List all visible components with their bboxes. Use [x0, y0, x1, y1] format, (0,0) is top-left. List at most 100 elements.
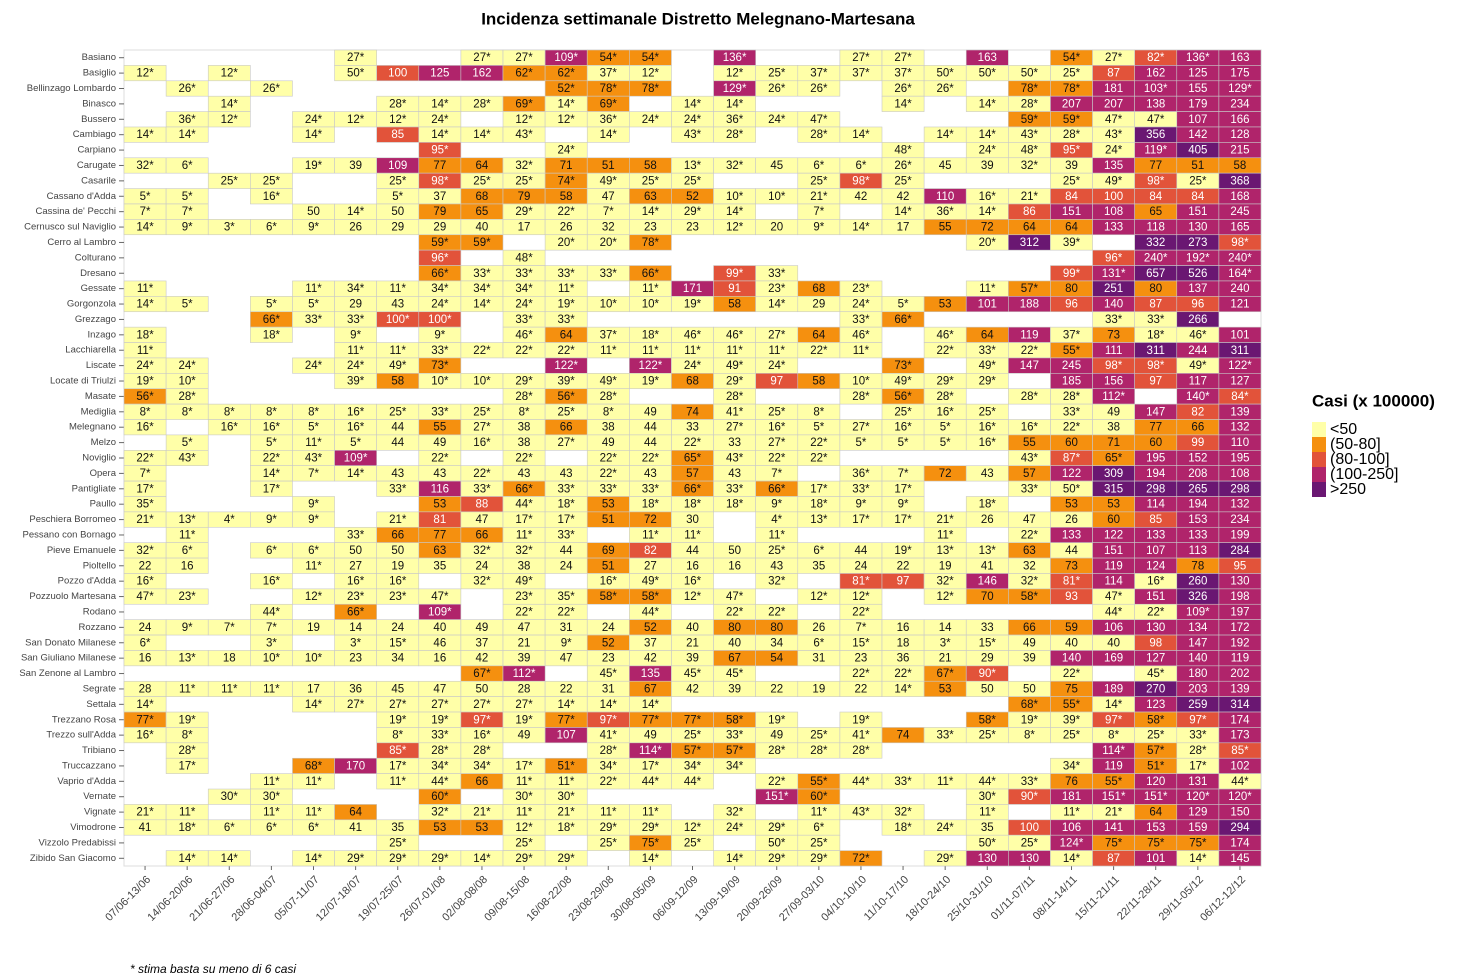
- cell-label: 33*: [431, 730, 449, 742]
- cell-label: 78*: [1063, 83, 1081, 95]
- cell-label: 5*: [813, 422, 824, 434]
- y-tick-label: Liscate: [86, 360, 116, 371]
- cell-label: 37*: [600, 68, 618, 80]
- cell-label: 24*: [431, 299, 449, 311]
- cell-label: 29*: [600, 822, 618, 834]
- cell-label: 46*: [726, 329, 744, 341]
- cell-label: 25*: [473, 175, 491, 187]
- cell-label: 8*: [224, 406, 235, 418]
- cell-label: 37: [644, 637, 657, 649]
- cell-label: 25*: [1063, 730, 1081, 742]
- cell: [629, 234, 672, 251]
- cell-label: 84: [1191, 191, 1204, 203]
- cell-label: 41*: [852, 730, 870, 742]
- cell-label: 18*: [642, 499, 660, 511]
- cell-label: 29: [981, 653, 994, 665]
- cell-label: 14*: [347, 468, 365, 480]
- cell-label: 18*: [642, 329, 660, 341]
- cell-label: 151*: [765, 791, 789, 803]
- cell-label: 23: [602, 653, 615, 665]
- cell-label: 22*: [515, 606, 533, 618]
- legend-title: Casi (x 100000): [1312, 391, 1435, 410]
- cell-label: 116: [431, 483, 449, 495]
- cell-label: 25*: [768, 406, 786, 418]
- cell-label: 12*: [852, 591, 870, 603]
- cell-label: 39*: [558, 376, 576, 388]
- cell-label: 12*: [347, 114, 365, 126]
- cell-label: 139: [1230, 683, 1249, 695]
- y-tick-label: Melzo: [91, 437, 116, 448]
- cell-label: 29: [349, 299, 362, 311]
- cell-label: 16*: [263, 576, 281, 588]
- cell-label: 33*: [600, 483, 618, 495]
- cell-label: 53: [602, 499, 615, 511]
- cell-label: 33*: [852, 483, 870, 495]
- cell-label: 55*: [810, 776, 828, 788]
- cell-label: 13*: [979, 545, 997, 557]
- cell-label: 18*: [263, 329, 281, 341]
- cell-label: 91: [728, 283, 741, 295]
- cell-label: 43*: [726, 453, 744, 465]
- cell-label: 98: [1149, 637, 1162, 649]
- cell-label: 51: [602, 160, 615, 172]
- cell-label: 14*: [473, 299, 491, 311]
- cell-label: 50: [391, 206, 404, 218]
- cell-label: 75: [1065, 683, 1078, 695]
- cell-label: 11*: [390, 345, 407, 357]
- cell-label: 17*: [558, 514, 576, 526]
- cell-label: 12*: [937, 591, 955, 603]
- cell-label: 35: [812, 560, 825, 572]
- cell-label: 332: [1146, 237, 1165, 249]
- cell-label: 28*: [937, 391, 955, 403]
- cell-label: 35: [433, 560, 446, 572]
- cell-label: 80: [770, 622, 783, 634]
- cell-label: 33*: [347, 314, 365, 326]
- cell-label: 44: [644, 422, 657, 434]
- cell-label: 48*: [1021, 145, 1039, 157]
- cell-label: 16*: [347, 422, 365, 434]
- cell-label: 51*: [558, 760, 576, 772]
- cell-label: 8*: [182, 730, 193, 742]
- cell-label: 27*: [1105, 52, 1123, 64]
- cell-label: 49: [644, 730, 657, 742]
- cell-label: 40: [728, 637, 741, 649]
- cell-label: 8*: [1024, 730, 1035, 742]
- cell-label: 153: [1188, 514, 1207, 526]
- cell-label: 63: [644, 191, 657, 203]
- cell-label: 195: [1146, 453, 1165, 465]
- cell-label: 9*: [898, 499, 909, 511]
- cell-label: 47*: [810, 114, 828, 126]
- cell-label: 25*: [979, 730, 997, 742]
- cell-label: 173: [1230, 730, 1249, 742]
- cell-label: 66*: [263, 314, 281, 326]
- cell-label: 33*: [768, 268, 786, 280]
- cell-label: 21: [939, 653, 952, 665]
- cell-label: 14*: [136, 222, 154, 234]
- cell-label: 14*: [1105, 699, 1123, 711]
- cell-label: 25*: [894, 175, 912, 187]
- cell-label: 16*: [347, 576, 365, 588]
- cell-label: 98*: [1147, 175, 1165, 187]
- cell-label: 14*: [1189, 853, 1207, 865]
- cell-label: 54: [770, 653, 783, 665]
- cell-label: 6*: [266, 222, 277, 234]
- cell-label: 122: [1062, 468, 1081, 480]
- cell-label: 45: [391, 683, 404, 695]
- cell-label: 11*: [642, 283, 659, 295]
- cell-label: 21*: [1105, 807, 1123, 819]
- cell-label: 14*: [305, 129, 323, 141]
- cell-label: 29*: [768, 853, 786, 865]
- cell-label: 11*: [642, 345, 659, 357]
- cell-label: 112*: [513, 668, 536, 680]
- cell-label: 312: [1020, 237, 1039, 249]
- cell-label: 50*: [1021, 68, 1039, 80]
- cell-label: 9*: [308, 222, 319, 234]
- cell-label: 22*: [810, 453, 828, 465]
- cell-label: 53: [939, 299, 952, 311]
- cell-label: 80: [1149, 283, 1162, 295]
- cell-label: 294: [1230, 822, 1250, 834]
- y-tick-label: Vernate: [83, 791, 116, 802]
- cell-label: 10*: [179, 376, 197, 388]
- cell-label: 56*: [558, 391, 576, 403]
- cell-label: 111: [1105, 345, 1122, 357]
